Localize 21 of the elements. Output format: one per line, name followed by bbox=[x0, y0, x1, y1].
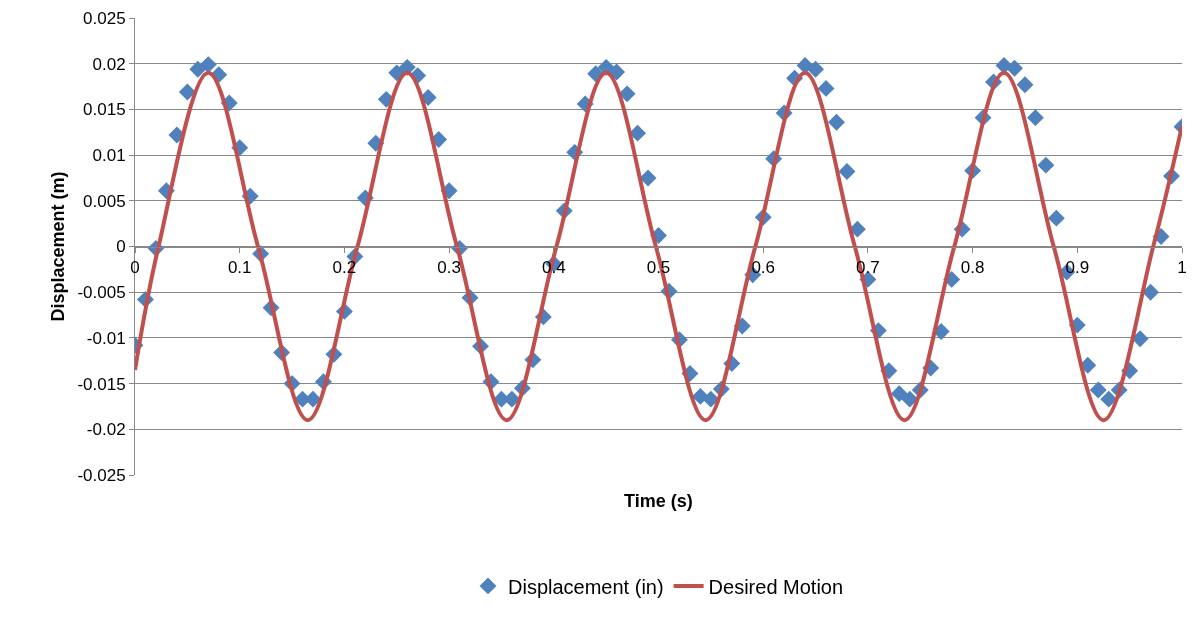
legend-label: Desired Motion bbox=[708, 575, 844, 598]
x-tick-label: 1 bbox=[1177, 257, 1187, 277]
y-tick-label: 0.015 bbox=[83, 100, 126, 120]
x-axis-title: Time (s) bbox=[624, 491, 693, 511]
y-tick-label: 0.005 bbox=[83, 191, 126, 211]
y-tick-label: -0.02 bbox=[86, 420, 126, 440]
y-tick-label: -0.01 bbox=[86, 328, 126, 348]
x-tick-label: 0.3 bbox=[437, 257, 461, 277]
y-tick-label: 0.02 bbox=[92, 54, 126, 74]
y-tick-label: -0.005 bbox=[77, 283, 126, 303]
x-tick-label: 0.8 bbox=[960, 257, 985, 277]
y-tick-label: 0.01 bbox=[92, 146, 126, 166]
x-tick-label: 0.6 bbox=[751, 257, 776, 277]
x-tick-label: 0 bbox=[130, 257, 140, 277]
x-tick-label: 0.1 bbox=[227, 257, 252, 277]
y-tick-label: 0.025 bbox=[83, 8, 126, 28]
legend-label: Displacement (in) bbox=[508, 575, 664, 598]
y-axis-title: Displacement (m) bbox=[47, 171, 68, 322]
y-tick-label: -0.025 bbox=[77, 465, 126, 485]
y-tick-label: 0 bbox=[116, 237, 126, 257]
y-tick-label: -0.015 bbox=[77, 374, 126, 394]
